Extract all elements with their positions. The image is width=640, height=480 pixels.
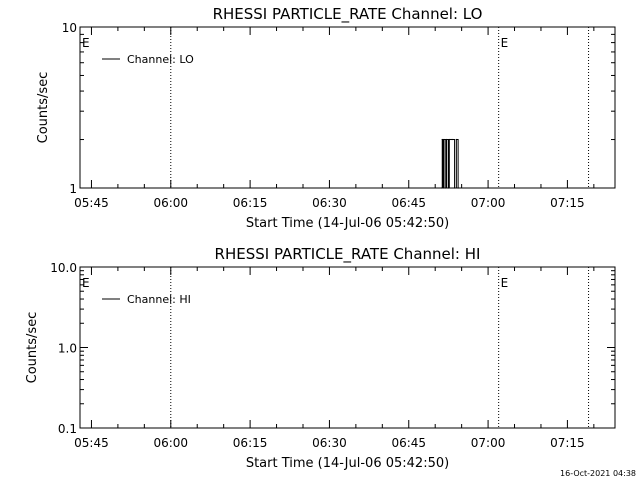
- data-point: [442, 187, 444, 189]
- y-axis-label: Counts/sec: [25, 312, 40, 384]
- plot-frame: [79, 266, 616, 429]
- chart-panel-0: RHESSI PARTICLE_RATE Channel: LO 05:45 06:…: [36, 5, 616, 231]
- x-tick-label: 05:45: [74, 436, 109, 450]
- event-line-label: E: [501, 276, 509, 290]
- x-tick-label: 07:15: [550, 436, 585, 450]
- chart-title: RHESSI PARTICLE_RATE Channel: HI: [215, 245, 481, 264]
- y-tick-label: 1: [69, 182, 77, 196]
- data-point: [440, 187, 442, 189]
- data-point: [443, 138, 445, 141]
- event-line-label: E: [82, 36, 90, 50]
- data-point: [448, 138, 450, 141]
- data-point: [445, 187, 447, 189]
- y-axis-label: Counts/sec: [36, 72, 51, 144]
- x-tick-label: 07:15: [550, 196, 585, 210]
- plot-frame: [79, 26, 616, 189]
- x-tick-label: 07:00: [471, 436, 506, 450]
- chart-title: RHESSI PARTICLE_RATE Channel: LO: [213, 5, 483, 24]
- data-point: [441, 138, 443, 141]
- x-tick-label: 06:00: [153, 196, 188, 210]
- event-line-label: E: [501, 36, 509, 50]
- x-tick-label: 06:45: [391, 436, 426, 450]
- y-tick-label: 0.1: [58, 422, 77, 436]
- legend-label: Channel: LO: [127, 53, 194, 66]
- y-tick-label: 10: [62, 21, 77, 35]
- legend-label: Channel: HI: [127, 293, 191, 306]
- x-axis-label: Start Time (14-Jul-06 05:42:50): [246, 216, 449, 231]
- chart-panel-1: RHESSI PARTICLE_RATE Channel: HI 05:45 06:…: [25, 245, 616, 471]
- x-tick-label: 07:00: [471, 196, 506, 210]
- x-tick-label: 06:15: [233, 436, 268, 450]
- x-tick-label: 06:00: [153, 436, 188, 450]
- x-tick-label: 06:30: [312, 196, 347, 210]
- y-tick-label: 10.0: [50, 261, 77, 275]
- series-line-0: [441, 139, 462, 189]
- data-point: [447, 187, 450, 189]
- x-tick-label: 06:30: [312, 436, 347, 450]
- y-tick-label: 1.0: [58, 342, 77, 356]
- data-point: [453, 187, 456, 189]
- data-point: [452, 138, 454, 141]
- footer-timestamp: 16-Oct-2021 04:38: [560, 469, 636, 478]
- x-tick-label: 05:45: [74, 196, 109, 210]
- x-tick-label: 06:45: [391, 196, 426, 210]
- event-line-label: E: [82, 276, 90, 290]
- data-point: [455, 138, 457, 141]
- x-tick-label: 06:15: [233, 196, 268, 210]
- data-point: [450, 138, 452, 141]
- data-point: [457, 187, 459, 189]
- data-point: [446, 138, 448, 141]
- x-axis-label: Start Time (14-Jul-06 05:42:50): [246, 456, 449, 471]
